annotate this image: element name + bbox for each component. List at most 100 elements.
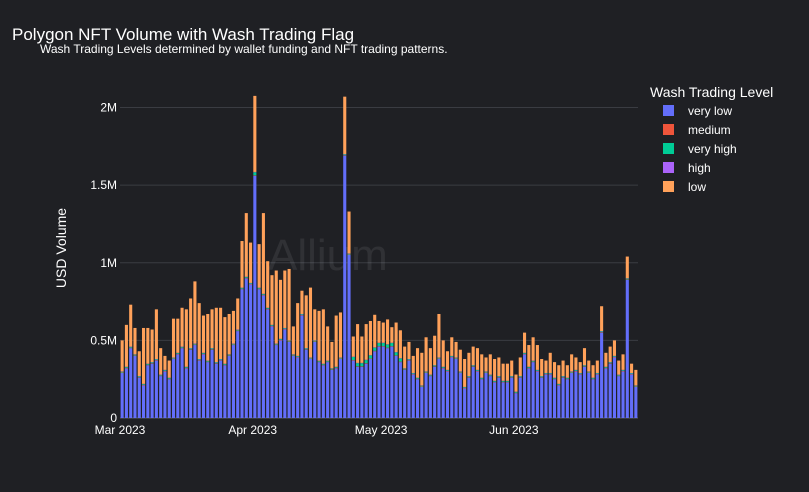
bar-segment [231, 345, 235, 418]
bar-segment [244, 277, 248, 278]
bar-segment [321, 365, 325, 418]
bar-segment [475, 371, 479, 418]
bar-segment [552, 377, 557, 379]
bar-segment [463, 388, 467, 418]
bar-segment [527, 345, 531, 367]
bar-segment [488, 354, 492, 375]
bar-segment [398, 358, 402, 362]
bar-segment [257, 289, 261, 418]
legend-swatch [663, 181, 674, 192]
bar-segment [304, 295, 308, 349]
bar-segment [231, 343, 235, 345]
bar-segment [133, 327, 137, 355]
bar-segment [180, 346, 184, 348]
bar-segment [612, 356, 616, 357]
bar-segment [180, 348, 184, 418]
bar-segment [171, 318, 176, 358]
bar-segment [283, 270, 287, 328]
x-tick-label: Jun 2023 [489, 423, 539, 437]
bar-segment [458, 371, 462, 373]
bar-segment [595, 373, 599, 375]
bar-segment [471, 366, 475, 418]
bar-segment [445, 370, 450, 371]
bar-segment [548, 374, 552, 418]
bar-segment [244, 213, 248, 277]
bar-segment [356, 324, 360, 363]
bar-segment [582, 366, 587, 418]
y-axis-ticks: 0 0.5M 1M 1.5M 2M [90, 101, 117, 425]
bars [120, 95, 638, 418]
bar-segment [510, 377, 514, 418]
bar-segment [317, 360, 321, 362]
bar-segment [206, 360, 210, 362]
x-tick-label: Apr 2023 [228, 423, 277, 437]
bar-segment [150, 363, 154, 418]
bar-segment [621, 371, 625, 418]
bar-segment [133, 354, 137, 356]
y-tick-label: 0 [110, 411, 117, 425]
bar-segment [398, 362, 402, 418]
bar-segment [154, 359, 158, 361]
bar-segment [608, 362, 612, 364]
bar-segment [308, 359, 313, 418]
bar-segment [351, 360, 355, 418]
bar-segment [373, 314, 377, 348]
bar-segment [137, 377, 141, 418]
bar-segment [505, 382, 509, 418]
bar-segment [390, 343, 394, 347]
bar-segment [394, 322, 398, 353]
legend-items: very low medium very high high low [663, 104, 737, 194]
bar-segment [390, 346, 394, 418]
bar-segment [514, 393, 518, 418]
chart-subtitle: Wash Trading Levels determined by wallet… [40, 42, 448, 56]
bar-segment [634, 386, 638, 418]
bar-segment [531, 360, 535, 362]
bar-segment [171, 359, 176, 418]
bar-segment [621, 354, 625, 370]
bar-segment [480, 377, 484, 379]
bar-segment [407, 341, 411, 360]
bar-segment [475, 370, 479, 371]
bar-segment [398, 330, 402, 359]
bar-segment [424, 372, 428, 418]
bar-segment [604, 367, 608, 368]
bar-segment [523, 354, 527, 418]
bar-segment [411, 374, 415, 418]
bar-segment [497, 376, 501, 378]
bar-segment [343, 155, 347, 418]
bar-segment [321, 309, 325, 364]
bar-segment [493, 382, 497, 418]
bar-segment [261, 294, 265, 295]
bar-segment [291, 355, 295, 418]
bar-segment [308, 357, 313, 359]
bar-segment [240, 287, 244, 289]
bar-segment [124, 368, 128, 418]
bar-segment [411, 373, 415, 375]
legend-title: Wash Trading Level [650, 84, 773, 100]
bar-segment [120, 372, 124, 418]
bar-segment [377, 343, 381, 347]
legend-swatch [663, 162, 674, 173]
bar-segment [552, 362, 557, 378]
bar-segment [356, 366, 360, 418]
bar-segment [184, 367, 188, 368]
bar-segment [415, 379, 420, 418]
bar-segment [364, 363, 368, 418]
bar-segment [159, 348, 163, 375]
bar-segment [582, 348, 587, 366]
bar-segment [403, 346, 407, 369]
bar-segment [193, 345, 197, 418]
bar-segment [146, 365, 150, 418]
legend: Wash Trading Level very low medium very hi… [650, 84, 773, 194]
bar-segment [326, 360, 330, 362]
bar-segment [253, 172, 257, 176]
bar-segment [578, 362, 582, 373]
bar-segment [304, 348, 308, 350]
bar-segment [424, 337, 428, 372]
bar-segment [283, 329, 287, 418]
bar-segment [381, 343, 385, 347]
bar-segment [304, 349, 308, 418]
bar-segment [527, 367, 531, 368]
legend-item-label: high [688, 161, 711, 175]
